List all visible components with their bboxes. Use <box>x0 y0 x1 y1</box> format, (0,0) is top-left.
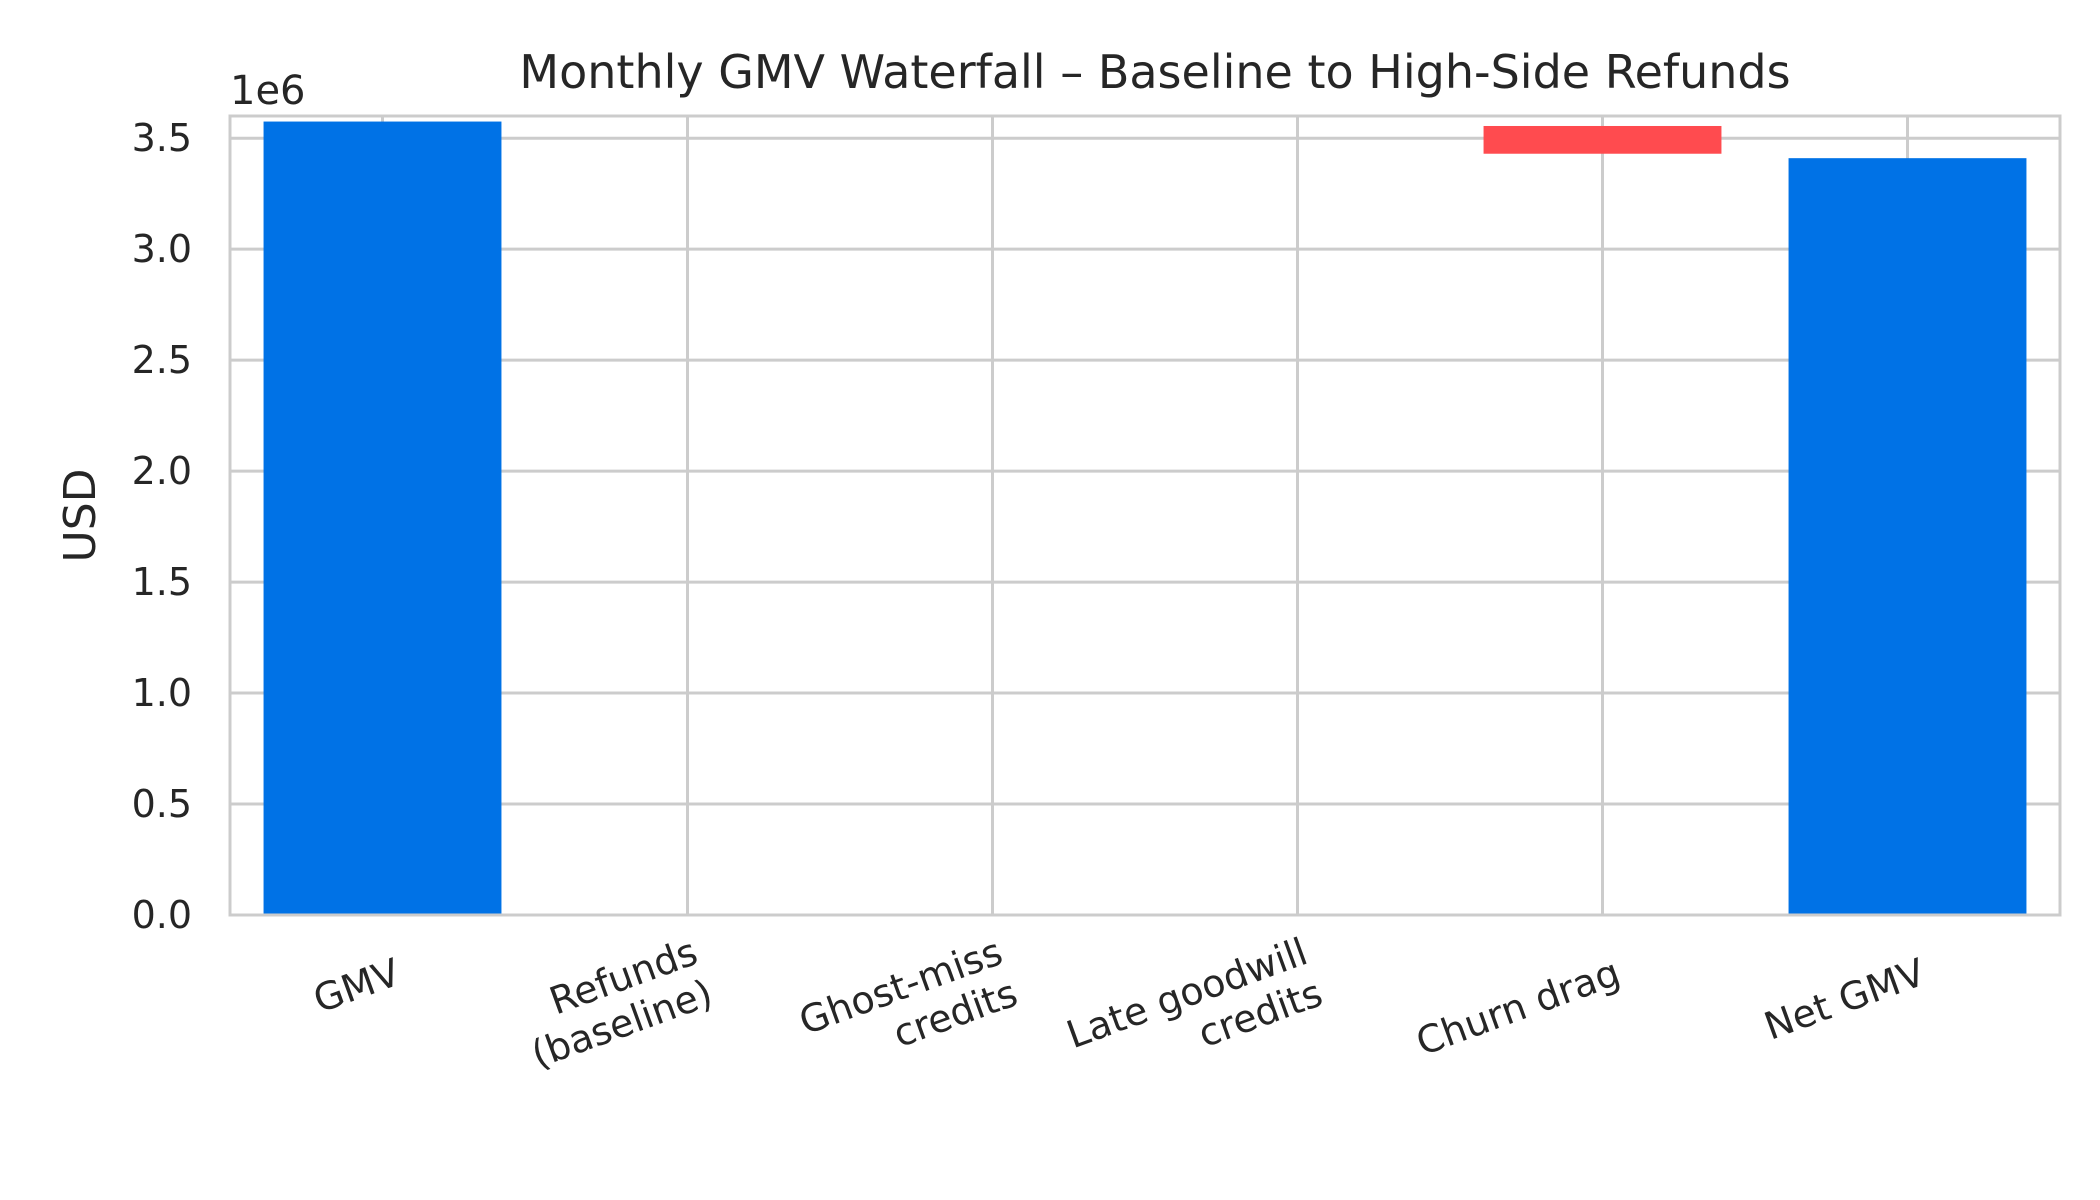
y-tick-label: 1.0 <box>132 671 192 715</box>
bar-total <box>1788 158 2027 916</box>
y-offset-label: 1e6 <box>230 68 306 114</box>
plot-frame <box>228 114 2062 917</box>
y-tick-label: 1.5 <box>132 560 192 604</box>
bars-group <box>263 121 2027 916</box>
y-tick-label: 0.5 <box>132 782 192 826</box>
chart-title: Monthly GMV Waterfall – Baseline to High… <box>519 45 1790 99</box>
y-tick-label: 3.5 <box>132 116 192 160</box>
y-tick-label: 2.5 <box>132 338 192 382</box>
y-tick-label: 3.0 <box>132 227 192 271</box>
bar-total <box>263 121 502 916</box>
y-tick-labels: 0.0 0.5 1.0 1.5 2.0 2.5 3.0 3.5 <box>132 116 192 937</box>
y-tick-label: 2.0 <box>132 449 192 493</box>
y-tick-label: 0.0 <box>132 893 192 937</box>
bar-decrease <box>1483 125 1722 154</box>
y-axis-label: USD <box>55 468 106 562</box>
